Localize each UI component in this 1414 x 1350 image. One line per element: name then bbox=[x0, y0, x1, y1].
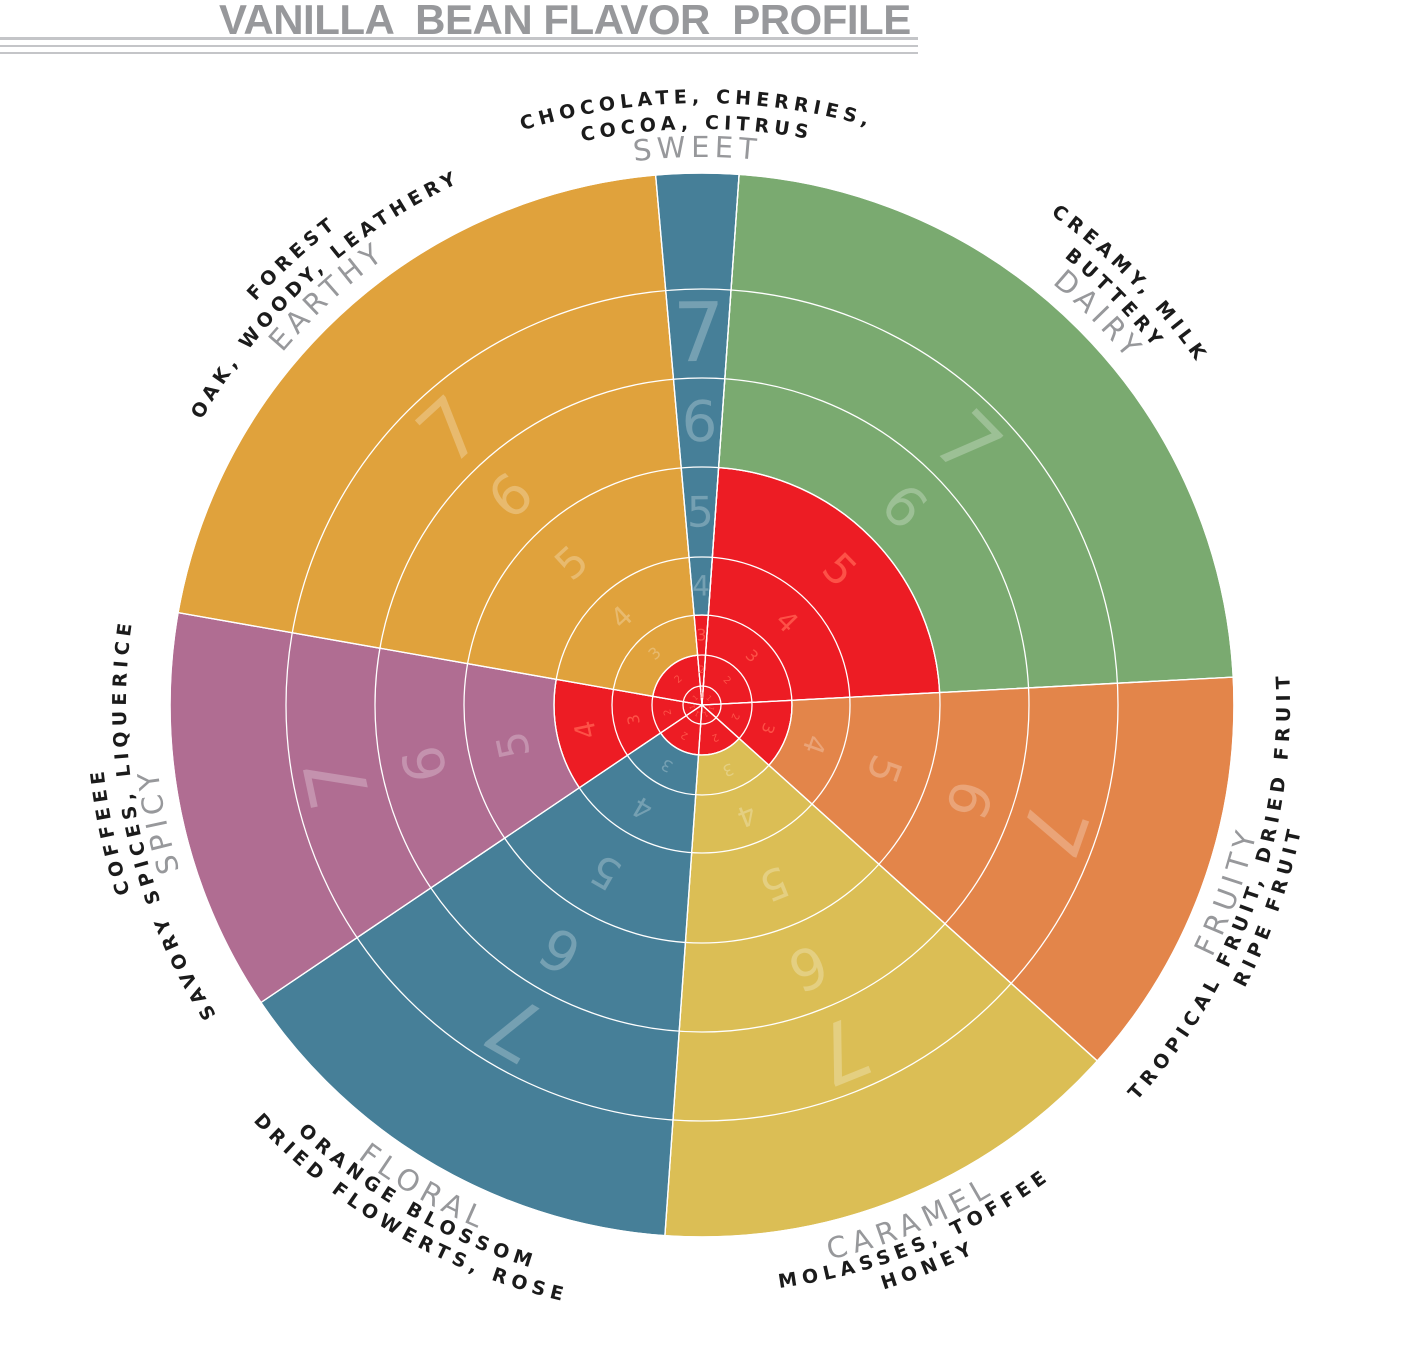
ring-number: 4 bbox=[692, 569, 710, 602]
ring-number: 1 bbox=[700, 691, 705, 699]
ring-6 bbox=[374, 377, 1030, 1033]
ring-1 bbox=[682, 685, 722, 725]
sector-divider bbox=[664, 704, 703, 1236]
ring-3 bbox=[611, 614, 793, 796]
page-title: VANILLA BEAN FLAVOR PROFILE bbox=[219, 0, 911, 43]
sector-divider bbox=[654, 174, 703, 706]
ring-number: 1 bbox=[691, 694, 700, 703]
ring-2 bbox=[651, 654, 753, 756]
title-rule bbox=[0, 45, 918, 47]
ring-5 bbox=[463, 466, 941, 944]
ring-number: 7 bbox=[672, 286, 725, 381]
ring-number: 5 bbox=[687, 487, 714, 536]
ring-number: 1 bbox=[702, 709, 709, 718]
ring-number: 2 bbox=[698, 665, 704, 676]
wheel-outline bbox=[169, 172, 1235, 1238]
ring-number: 3 bbox=[696, 625, 706, 644]
ring-number: 6 bbox=[681, 390, 717, 455]
ring-4 bbox=[553, 556, 851, 854]
ring-7 bbox=[285, 288, 1119, 1122]
sector-divider bbox=[701, 704, 1098, 1062]
ring-number: 2 bbox=[679, 729, 690, 742]
sector-divider bbox=[177, 611, 703, 706]
sector-divider bbox=[701, 676, 1234, 706]
ring-number: 1 bbox=[693, 709, 701, 718]
ring-number: 3 bbox=[623, 713, 644, 727]
wheel-sectors bbox=[169, 172, 1235, 1238]
ring-grid bbox=[169, 172, 1235, 1238]
title-rule bbox=[0, 37, 918, 40]
ring-number: 1 bbox=[688, 704, 697, 710]
ring-number: 2 bbox=[662, 708, 674, 717]
ring-number: 2 bbox=[710, 731, 720, 744]
ring-number: 2 bbox=[728, 712, 740, 722]
title-rule bbox=[0, 52, 918, 54]
ring-number: 1 bbox=[704, 694, 713, 703]
sector-divider bbox=[260, 704, 703, 1004]
category-label-sweet: SWEET bbox=[631, 130, 762, 168]
ring-number: 1 bbox=[706, 705, 715, 712]
sector-divider bbox=[701, 174, 740, 706]
